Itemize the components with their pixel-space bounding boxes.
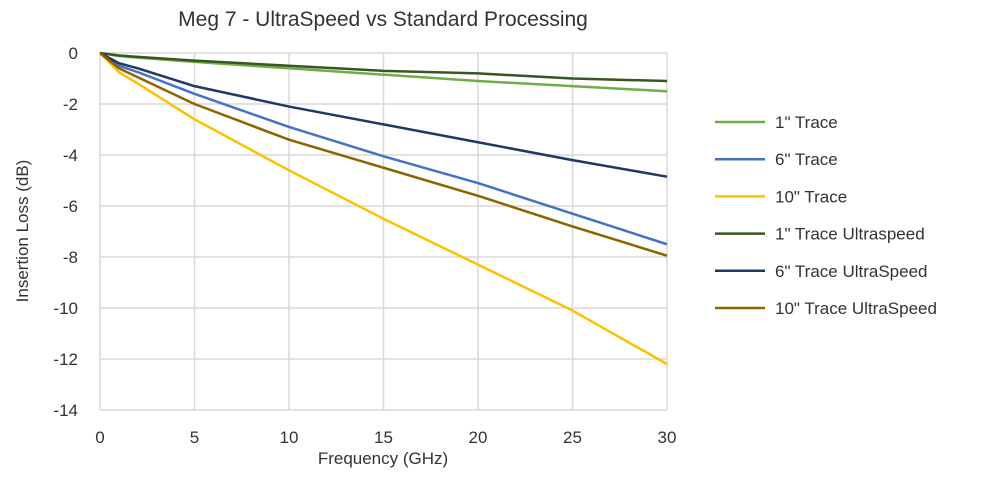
legend-label: 10" Trace UltraSpeed	[775, 299, 937, 318]
series-line-3	[99, 51, 668, 83]
y-tick-label: 0	[69, 44, 78, 63]
legend: 1" Trace 6" Trace 10" Trace 1" Trace Ultras…	[715, 113, 937, 318]
y-tick-label: -6	[63, 197, 78, 216]
y-tick-label: -10	[53, 299, 78, 318]
x-tick-label: 10	[280, 428, 299, 447]
x-tick-label: 30	[658, 428, 677, 447]
y-axis-label: Insertion Loss (dB)	[13, 160, 32, 303]
y-tick-label: -14	[53, 401, 78, 420]
legend-label: 1" Trace Ultraspeed	[775, 225, 925, 244]
y-tick-label: -12	[53, 350, 78, 369]
x-tick-label: 15	[374, 428, 393, 447]
x-tick-label: 20	[469, 428, 488, 447]
legend-label: 6" Trace UltraSpeed	[775, 262, 928, 281]
x-tick-label: 25	[563, 428, 582, 447]
legend-label: 10" Trace	[775, 187, 847, 206]
series-line-2	[99, 52, 668, 366]
x-axis-label: Frequency (GHz)	[318, 449, 448, 468]
series-line-4	[99, 51, 668, 178]
y-tick-label: -2	[63, 95, 78, 114]
y-tick-label: -4	[63, 146, 78, 165]
x-tick-label: 0	[95, 428, 104, 447]
x-tick-label: 5	[190, 428, 199, 447]
legend-label: 1" Trace	[775, 113, 838, 132]
legend-label: 6" Trace	[775, 150, 838, 169]
series-line-1	[99, 51, 668, 246]
series-line-5	[99, 52, 668, 257]
y-tick-label: -8	[63, 248, 78, 267]
chart-title: Meg 7 - UltraSpeed vs Standard Processin…	[178, 8, 588, 31]
